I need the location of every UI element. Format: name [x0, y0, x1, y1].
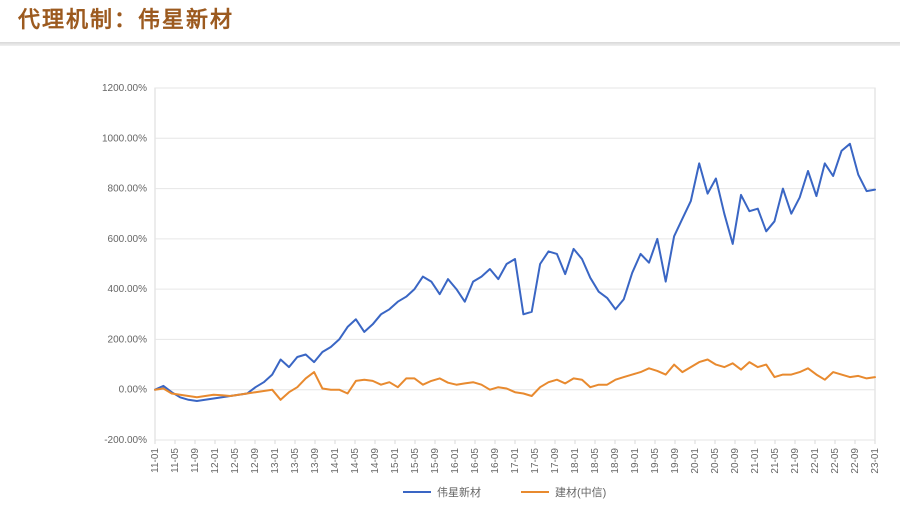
series-line [155, 144, 875, 401]
series-line [155, 360, 875, 400]
svg-text:1000.00%: 1000.00% [102, 133, 147, 144]
svg-text:21-05: 21-05 [770, 448, 781, 474]
svg-text:13-01: 13-01 [270, 448, 281, 474]
svg-text:-200.00%: -200.00% [104, 435, 147, 446]
svg-text:22-09: 22-09 [850, 448, 861, 474]
svg-text:13-05: 13-05 [290, 448, 301, 474]
svg-text:16-09: 16-09 [490, 448, 501, 474]
svg-text:15-09: 15-09 [430, 448, 441, 474]
svg-text:17-01: 17-01 [510, 448, 521, 474]
svg-text:17-05: 17-05 [530, 448, 541, 474]
svg-text:1200.00%: 1200.00% [102, 83, 147, 94]
svg-text:600.00%: 600.00% [108, 234, 148, 245]
svg-text:11-05: 11-05 [170, 448, 181, 473]
svg-text:14-09: 14-09 [370, 448, 381, 474]
svg-text:23-01: 23-01 [870, 448, 880, 474]
svg-text:14-05: 14-05 [350, 448, 361, 474]
svg-text:16-05: 16-05 [470, 448, 481, 474]
svg-text:19-09: 19-09 [670, 448, 681, 474]
svg-text:400.00%: 400.00% [108, 284, 148, 295]
svg-text:11-09: 11-09 [190, 448, 201, 473]
legend-label: 建材(中信) [555, 485, 606, 499]
svg-text:14-01: 14-01 [330, 448, 341, 474]
svg-text:12-09: 12-09 [250, 448, 261, 474]
title-underline [0, 42, 900, 46]
line-chart: -200.00% 0.00% 200.00% 400.00% 600.00% 800.00… [60, 60, 880, 500]
svg-text:20-05: 20-05 [710, 448, 721, 474]
legend-label: 伟星新材 [437, 485, 481, 499]
svg-text:200.00%: 200.00% [108, 334, 148, 345]
svg-text:15-05: 15-05 [410, 448, 421, 474]
svg-text:0.00%: 0.00% [119, 385, 147, 396]
svg-text:21-01: 21-01 [750, 448, 761, 474]
svg-text:18-05: 18-05 [590, 448, 601, 474]
svg-text:18-09: 18-09 [610, 448, 621, 474]
svg-text:22-05: 22-05 [830, 448, 841, 474]
svg-text:20-01: 20-01 [690, 448, 701, 474]
svg-text:12-01: 12-01 [210, 448, 221, 474]
svg-text:16-01: 16-01 [450, 448, 461, 474]
svg-text:11-01: 11-01 [150, 448, 161, 473]
svg-text:19-05: 19-05 [650, 448, 661, 474]
svg-text:20-09: 20-09 [730, 448, 741, 474]
svg-text:12-05: 12-05 [230, 448, 241, 474]
svg-text:18-01: 18-01 [570, 448, 581, 474]
svg-text:19-01: 19-01 [630, 448, 641, 474]
svg-text:15-01: 15-01 [390, 448, 401, 474]
svg-text:21-09: 21-09 [790, 448, 801, 474]
svg-text:13-09: 13-09 [310, 448, 321, 474]
svg-text:17-09: 17-09 [550, 448, 561, 474]
svg-text:22-01: 22-01 [810, 448, 821, 474]
svg-text:800.00%: 800.00% [108, 184, 148, 195]
page-title: 代理机制：伟星新材 [18, 2, 234, 34]
